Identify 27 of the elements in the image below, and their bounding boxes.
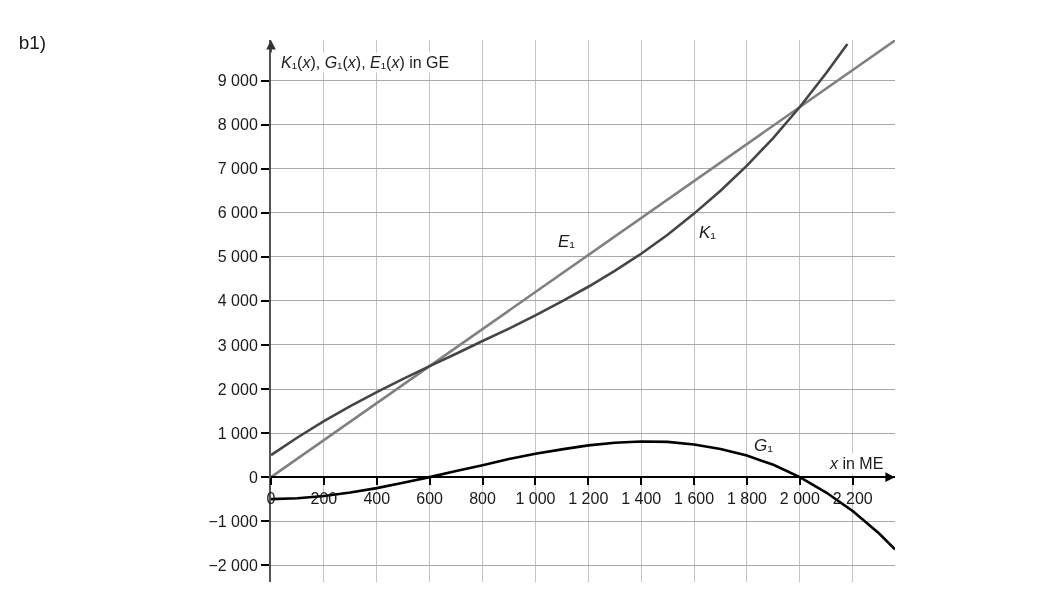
x-tick-label: 800 [469, 490, 496, 508]
x-tick-label: 2 000 [779, 490, 820, 508]
x-tick-label: 400 [363, 490, 391, 508]
x-axis-title: x in ME [829, 455, 884, 472]
y-tick-label: −1 000 [208, 512, 258, 530]
y-tick-label: 7 000 [217, 160, 258, 178]
y-tick-label: 3 000 [217, 336, 258, 354]
x-tick-label: 1 600 [674, 490, 715, 508]
series-label: K₁ [699, 223, 717, 242]
text: b1) [18, 32, 47, 54]
y-tick-label: 6 000 [217, 204, 258, 222]
y-tick-label: 2 000 [217, 380, 258, 398]
x-tick-label: 1 800 [726, 490, 768, 508]
y-tick-label: 4 000 [217, 292, 258, 310]
text: K₁(x), G₁(x), E₁(x) in GE [281, 54, 450, 71]
y-tick-label: −2 000 [208, 556, 258, 574]
y-tick-label: 5 000 [217, 248, 258, 266]
x-tick-label: 1 400 [621, 490, 662, 508]
x-tick-label: 1 000 [515, 490, 556, 508]
series-label: E₁ [558, 232, 576, 251]
x-tick-label: 1 200 [568, 490, 609, 508]
y-tick-label: 1 000 [217, 424, 258, 442]
series-label: G₁ [754, 436, 774, 455]
x-tick-label: 600 [416, 490, 444, 508]
y-tick-label: 0 [248, 468, 258, 486]
y-tick-label: 8 000 [217, 116, 258, 134]
y-tick-label: 9 000 [217, 72, 258, 90]
